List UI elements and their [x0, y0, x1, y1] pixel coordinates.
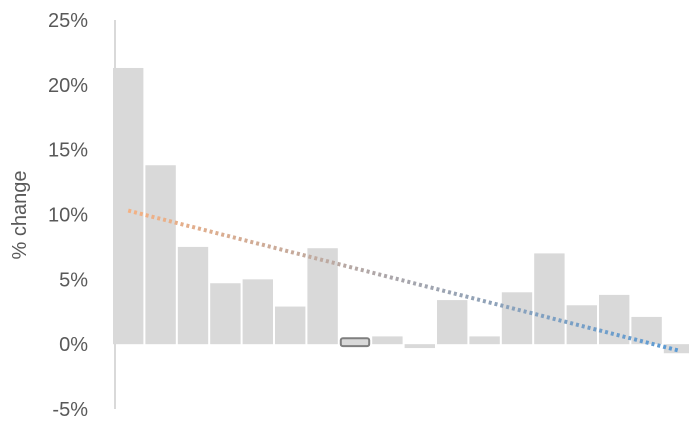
- y-tick-label: 15%: [48, 140, 88, 162]
- y-axis-label: % change: [9, 171, 31, 260]
- y-tick-label: 0%: [59, 334, 88, 356]
- y-tick-label: 20%: [48, 75, 88, 97]
- bar: [437, 300, 468, 345]
- y-tick-label: 25%: [48, 10, 88, 32]
- bar: [501, 292, 533, 345]
- y-axis-ticks: -5% 0% 5% 10% 15% 20% 25%: [48, 10, 88, 421]
- bar: [145, 165, 176, 345]
- bar: [469, 336, 500, 345]
- bars: [113, 67, 689, 354]
- bar: [372, 336, 403, 345]
- y-tick-label: 10%: [48, 205, 88, 227]
- trendline: [127, 208, 680, 353]
- bar: [113, 67, 144, 345]
- y-tick-label: -5%: [52, 399, 88, 421]
- bar: [210, 283, 241, 345]
- y-tick-label: 5%: [59, 269, 88, 291]
- bar: [275, 306, 306, 345]
- bar: [242, 279, 273, 345]
- bar: [534, 253, 565, 345]
- bar: [404, 344, 435, 349]
- bar: [339, 337, 371, 348]
- bar: [177, 246, 209, 345]
